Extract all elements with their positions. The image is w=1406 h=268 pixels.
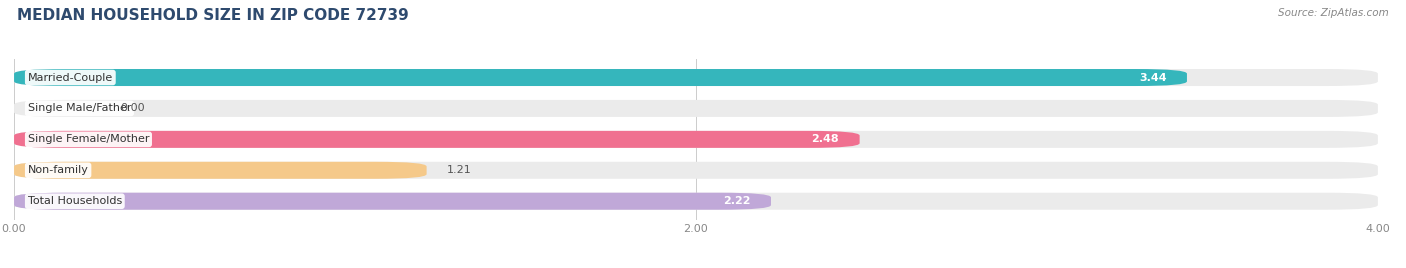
Text: 2.48: 2.48: [811, 134, 839, 144]
Text: 3.44: 3.44: [1139, 73, 1167, 83]
Text: Married-Couple: Married-Couple: [28, 73, 112, 83]
FancyBboxPatch shape: [14, 162, 1378, 179]
FancyBboxPatch shape: [14, 193, 1378, 210]
Text: 0.00: 0.00: [120, 103, 145, 113]
Text: Single Male/Father: Single Male/Father: [28, 103, 131, 113]
Text: Non-family: Non-family: [28, 165, 89, 175]
FancyBboxPatch shape: [14, 100, 1378, 117]
Text: 2.22: 2.22: [723, 196, 751, 206]
Text: MEDIAN HOUSEHOLD SIZE IN ZIP CODE 72739: MEDIAN HOUSEHOLD SIZE IN ZIP CODE 72739: [17, 8, 409, 23]
FancyBboxPatch shape: [14, 131, 859, 148]
FancyBboxPatch shape: [14, 69, 1378, 86]
FancyBboxPatch shape: [14, 193, 770, 210]
FancyBboxPatch shape: [14, 69, 1187, 86]
Text: Single Female/Mother: Single Female/Mother: [28, 134, 149, 144]
Text: Source: ZipAtlas.com: Source: ZipAtlas.com: [1278, 8, 1389, 18]
Text: 1.21: 1.21: [447, 165, 472, 175]
Text: Total Households: Total Households: [28, 196, 122, 206]
FancyBboxPatch shape: [14, 131, 1378, 148]
FancyBboxPatch shape: [14, 162, 426, 179]
